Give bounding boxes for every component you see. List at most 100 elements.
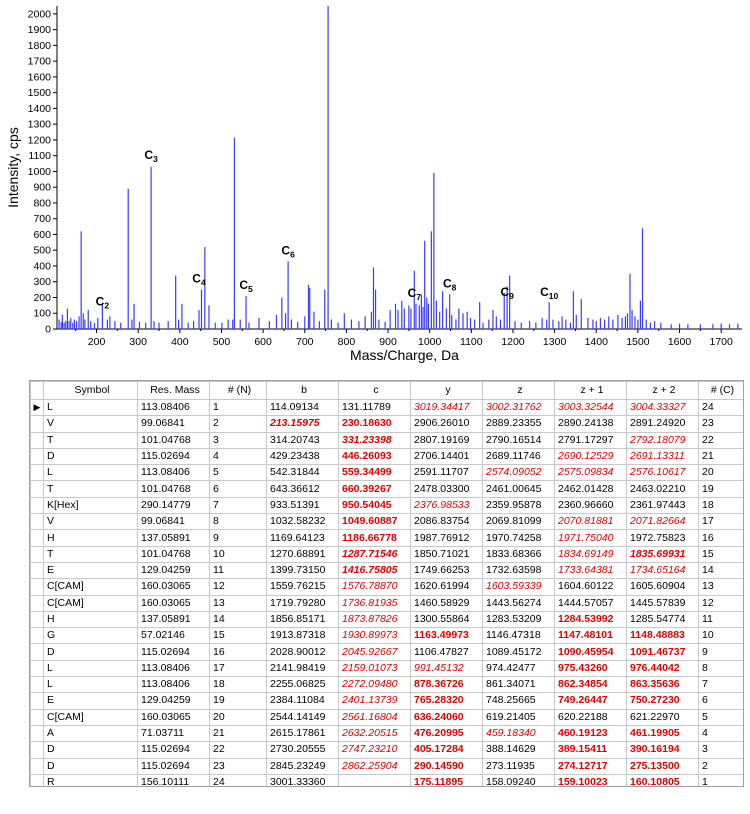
y-tick-label: 1700: [28, 56, 52, 68]
table-cell: 1719.79280: [266, 594, 339, 612]
table-row[interactable]: L 113.08406 5 542.31844 559.34499 2591.11707 2…: [30, 464, 743, 482]
table-cell: 2401.13739: [338, 692, 411, 710]
row-selector[interactable]: [30, 447, 44, 466]
table-cell: 1460.58929: [410, 594, 483, 612]
column-header[interactable]: b: [266, 381, 339, 400]
table-cell: 20: [209, 708, 267, 726]
peak-annotation: C8: [443, 276, 457, 292]
table-cell: 2862.25904: [338, 757, 411, 775]
table-cell: T: [43, 431, 138, 449]
table-row[interactable]: A 71.03711 21 2615.17861 2632.20515 476.20995…: [30, 724, 743, 743]
row-selector[interactable]: [30, 757, 44, 775]
column-header[interactable]: Res. Mass: [137, 381, 210, 400]
table-row[interactable]: C[CAM] 160.03065 20 2544.14149 2561.16804 636…: [30, 708, 743, 726]
table-row[interactable]: C[CAM] 160.03065 13 1719.79280 1736.81935 146…: [30, 594, 743, 612]
row-selector[interactable]: [30, 659, 44, 678]
table-cell: 129.04259: [137, 561, 210, 580]
row-selector[interactable]: ▶: [30, 398, 44, 417]
table-row[interactable]: R 156.10111 24 3001.33360 175.11895 158.09240…: [30, 773, 743, 786]
row-selector[interactable]: [30, 480, 44, 498]
table-row[interactable]: D 115.02694 22 2730.20555 2747.23210 405.1728…: [30, 741, 743, 759]
table-row[interactable]: C[CAM] 160.03065 12 1559.76215 1576.78870 162…: [30, 578, 743, 596]
table-cell: 2845.23249: [266, 757, 339, 775]
table-cell: E: [43, 692, 138, 710]
row-selector[interactable]: [30, 545, 44, 563]
row-selector[interactable]: [30, 741, 44, 759]
table-row[interactable]: L 113.08406 17 2141.98419 2159.01073 991.4513…: [30, 659, 743, 678]
table-row[interactable]: D 115.02694 23 2845.23249 2862.25904 290.1459…: [30, 757, 743, 775]
table-row[interactable]: ▶ L 113.08406 1 114.09134 131.11789 3019.34417…: [30, 398, 743, 417]
table-cell: 1416.75805: [338, 561, 411, 580]
table-row[interactable]: E 129.04259 19 2384.11084 2401.13739 765.2832…: [30, 692, 743, 710]
table-cell: 2891.24920: [626, 415, 699, 433]
y-tick-label: 700: [33, 213, 51, 225]
row-selector[interactable]: [30, 464, 44, 482]
table-row[interactable]: V 99.06841 2 213.15975 230.18630 2906.26010 28…: [30, 415, 743, 433]
column-header[interactable]: z + 1: [554, 381, 627, 400]
table-row[interactable]: H 137.05891 14 1856.85171 1873.87826 1300.558…: [30, 610, 743, 629]
table-row[interactable]: D 115.02694 4 429.23438 446.26093 2706.14401 2…: [30, 447, 743, 466]
column-header[interactable]: c: [338, 381, 411, 400]
row-selector[interactable]: [30, 594, 44, 612]
row-selector[interactable]: [30, 561, 44, 580]
row-header-corner[interactable]: [30, 381, 44, 400]
column-header[interactable]: # (C): [698, 381, 743, 400]
table-row[interactable]: K[Hex] 290.14779 7 933.51391 950.54045 2376.9…: [30, 496, 743, 515]
table-cell: 1284.53992: [554, 610, 627, 629]
column-header[interactable]: z: [482, 381, 555, 400]
table-cell: 8: [698, 659, 743, 678]
table-cell: 976.44042: [626, 659, 699, 678]
y-tick-label: 1300: [28, 119, 52, 131]
row-selector[interactable]: [30, 773, 44, 786]
table-cell: 1604.60122: [554, 578, 627, 596]
table-row[interactable]: T 101.04768 6 643.36612 660.39267 2478.03300 2…: [30, 480, 743, 498]
row-selector[interactable]: [30, 496, 44, 515]
y-tick-label: 300: [33, 276, 51, 288]
table-cell: 13: [698, 578, 743, 596]
table-cell: 16: [209, 643, 267, 661]
table-cell: L: [43, 659, 138, 678]
row-selector[interactable]: [30, 676, 44, 694]
table-row[interactable]: G 57.02146 15 1913.87318 1930.89973 1163.4997…: [30, 627, 743, 645]
table-cell: 2255.06825: [266, 676, 339, 694]
table-cell: 314.20743: [266, 431, 339, 449]
table-cell: 1856.85171: [266, 610, 339, 629]
table-cell: 429.23438: [266, 447, 339, 466]
peak-annotation: C7: [408, 286, 422, 302]
row-selector[interactable]: [30, 643, 44, 661]
table-cell: 2086.83754: [410, 513, 483, 531]
table-cell: 101.04768: [137, 545, 210, 563]
table-row[interactable]: T 101.04768 10 1270.68891 1287.71546 1850.710…: [30, 545, 743, 563]
table-row[interactable]: L 113.08406 18 2255.06825 2272.09480 878.3672…: [30, 676, 743, 694]
table-row[interactable]: H 137.05891 9 1169.64123 1186.66778 1987.7691…: [30, 529, 743, 547]
row-selector[interactable]: [30, 627, 44, 645]
column-header[interactable]: # (N): [209, 381, 267, 400]
table-cell: L: [43, 464, 138, 482]
table-cell: 1147.48101: [554, 627, 627, 645]
column-header[interactable]: y: [410, 381, 483, 400]
row-selector[interactable]: [30, 724, 44, 743]
column-header[interactable]: Symbol: [43, 381, 138, 400]
table-cell: V: [43, 513, 138, 531]
table-row[interactable]: E 129.04259 11 1399.73150 1416.75805 1749.662…: [30, 561, 743, 580]
row-selector[interactable]: [30, 610, 44, 629]
table-row[interactable]: D 115.02694 16 2028.90012 2045.92667 1106.478…: [30, 643, 743, 661]
row-selector[interactable]: [30, 692, 44, 710]
table-row[interactable]: T 101.04768 3 314.20743 331.23398 2807.19169 2…: [30, 431, 743, 449]
table-row[interactable]: V 99.06841 8 1032.58232 1049.60887 2086.83754…: [30, 513, 743, 531]
table-cell: 290.14779: [137, 496, 210, 515]
row-selector[interactable]: [30, 513, 44, 531]
table-cell: 1734.65164: [626, 561, 699, 580]
table-cell: 11: [698, 610, 743, 629]
row-selector[interactable]: [30, 708, 44, 726]
column-header[interactable]: z + 2: [626, 381, 699, 400]
row-selector[interactable]: [30, 415, 44, 433]
row-selector[interactable]: [30, 578, 44, 596]
row-selector[interactable]: [30, 431, 44, 449]
table-cell: 1620.61994: [410, 578, 483, 596]
spectrum-svg: 0 100 200 300 400 500 600 700 800 900 1000 1100 1200…: [5, 6, 742, 363]
row-selector[interactable]: [30, 529, 44, 547]
table-cell: 13: [209, 594, 267, 612]
table-cell: 643.36612: [266, 480, 339, 498]
